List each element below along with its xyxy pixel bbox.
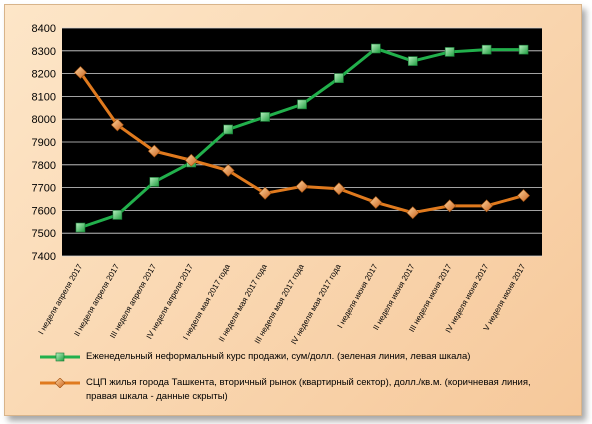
x-tick-label: V неделя июня 2017 bbox=[482, 262, 528, 332]
point-green bbox=[334, 73, 344, 83]
point-orange bbox=[406, 206, 420, 220]
point-orange bbox=[480, 199, 494, 213]
legend-item-green: Еженедельный неформальный курс продажи, … bbox=[40, 350, 560, 364]
point-green bbox=[149, 177, 160, 187]
point-orange bbox=[147, 144, 161, 158]
y-tick-label: 7900 bbox=[32, 137, 56, 149]
x-tick-label: I неделя июня 2017 bbox=[336, 262, 380, 330]
y-tick-label: 7700 bbox=[32, 183, 56, 195]
y-tick-label: 8100 bbox=[32, 91, 56, 103]
point-green bbox=[371, 43, 381, 54]
series-layer bbox=[74, 43, 530, 233]
point-green bbox=[223, 124, 233, 135]
legend-item-orange: СЦП жилья города Ташкента, вторичный рын… bbox=[40, 376, 560, 404]
point-green bbox=[112, 210, 123, 220]
point-orange bbox=[110, 118, 124, 132]
point-green bbox=[518, 44, 529, 55]
legend-swatch-orange bbox=[40, 378, 80, 388]
point-orange bbox=[74, 66, 87, 79]
point-green bbox=[260, 112, 270, 122]
legend: Еженедельный неформальный курс продажи, … bbox=[40, 350, 560, 416]
y-tick-label: 7800 bbox=[32, 160, 56, 172]
y-tick-label: 7500 bbox=[32, 228, 56, 240]
y-tick-label: 7600 bbox=[32, 205, 56, 217]
point-orange bbox=[517, 189, 530, 203]
point-green bbox=[297, 99, 307, 110]
point-orange bbox=[369, 195, 383, 209]
y-tick-label: 8300 bbox=[32, 46, 56, 58]
point-green bbox=[444, 47, 455, 57]
point-green bbox=[75, 222, 86, 233]
y-axis-ticks: 7400 7500 7600 7700 7800 7900 8000 8100 8200 8300… bbox=[32, 23, 56, 263]
y-tick-label: 8000 bbox=[32, 114, 56, 126]
point-orange bbox=[295, 180, 309, 193]
point-orange bbox=[443, 199, 457, 213]
point-orange bbox=[258, 186, 272, 200]
point-green bbox=[407, 56, 418, 66]
point-orange bbox=[184, 153, 198, 167]
point-orange bbox=[221, 164, 235, 177]
y-tick-label: 7400 bbox=[32, 251, 56, 263]
legend-swatch-green bbox=[40, 352, 80, 362]
legend-label-orange: СЦП жилья города Ташкента, вторичный рын… bbox=[86, 377, 531, 402]
x-tick-label: II неделя июня 2017 bbox=[371, 262, 416, 332]
y-tick-label: 8200 bbox=[32, 69, 56, 81]
point-green bbox=[481, 44, 492, 55]
point-orange bbox=[332, 182, 346, 196]
legend-label-green: Еженедельный неформальный курс продажи, … bbox=[86, 351, 471, 362]
y-tick-label: 8400 bbox=[32, 23, 56, 35]
